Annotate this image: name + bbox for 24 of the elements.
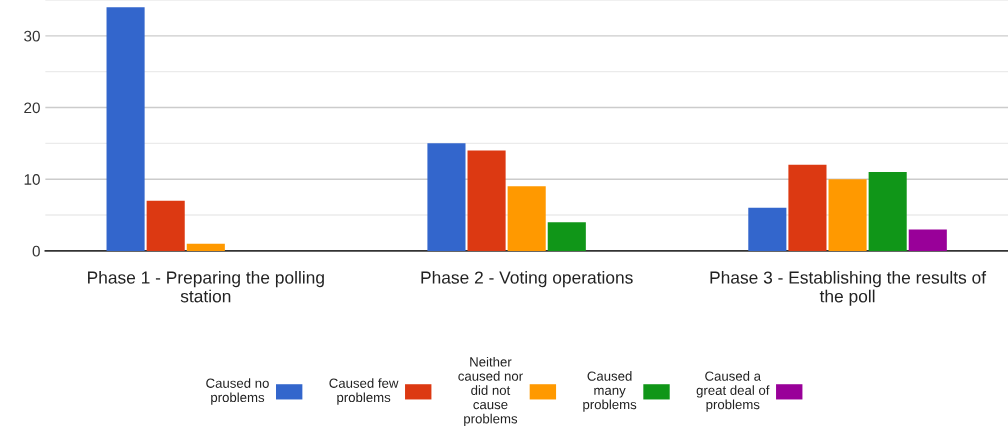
- x-tick-label: Phase 2 - Voting operations: [421, 270, 633, 288]
- bar: [788, 164, 827, 251]
- y-tick-label: 0: [32, 245, 40, 257]
- bar: [146, 200, 185, 251]
- bar: [467, 150, 506, 251]
- bar: [106, 7, 145, 251]
- bar: [547, 222, 586, 251]
- legend-label: Caused a great deal of problems: [696, 371, 770, 412]
- legend-label: Neither caused nor did not cause problems: [458, 356, 523, 427]
- x-tick-label: Phase 3 - Establishing the results of the poll: [710, 270, 987, 306]
- bar: [748, 207, 787, 251]
- bar: [908, 229, 947, 251]
- y-tick-label: 20: [24, 102, 40, 114]
- y-tick-label: 30: [24, 30, 40, 42]
- bar: [186, 243, 225, 251]
- bar: [507, 186, 546, 251]
- legend-label: Caused no problems: [206, 378, 269, 405]
- y-tick-label: 10: [24, 174, 40, 185]
- legend-label: Caused many problems: [583, 371, 637, 412]
- x-tick-label: Phase 1 - Preparing the polling station: [88, 270, 324, 303]
- legend-label: Caused few problems: [329, 378, 399, 405]
- bar: [427, 143, 466, 251]
- bar: [868, 172, 907, 251]
- bar: [828, 179, 867, 251]
